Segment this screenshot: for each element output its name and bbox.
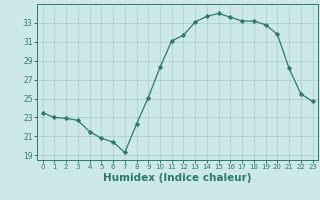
X-axis label: Humidex (Indice chaleur): Humidex (Indice chaleur) bbox=[103, 173, 252, 183]
